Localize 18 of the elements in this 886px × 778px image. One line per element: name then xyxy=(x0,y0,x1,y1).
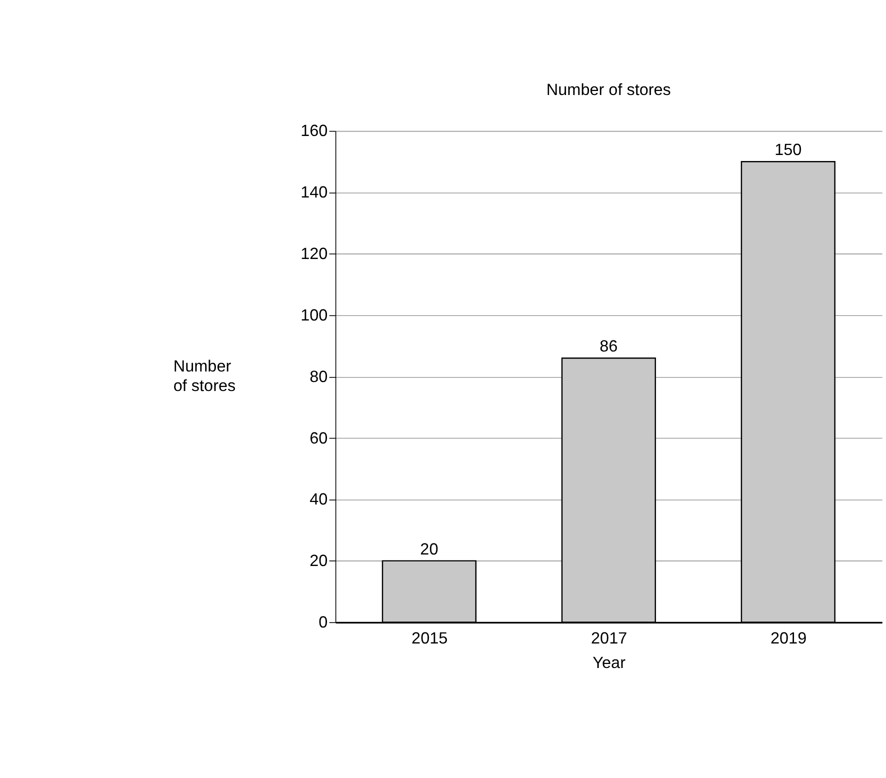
y-tick-label: 80 xyxy=(310,368,328,386)
y-tick-label: 120 xyxy=(300,245,328,264)
y-tick-label: 0 xyxy=(318,614,328,632)
x-axis-title: Year xyxy=(592,654,626,672)
data-label: 20 xyxy=(420,540,438,558)
y-tick-label: 140 xyxy=(300,184,328,202)
x-tick-label: 2017 xyxy=(591,630,628,648)
y-tick-label: 160 xyxy=(300,122,328,140)
chart-title: Number of stores xyxy=(546,81,671,100)
y-tick-label: 100 xyxy=(300,306,328,324)
y-tick-label: 60 xyxy=(310,429,328,448)
data-label: 86 xyxy=(600,338,618,356)
y-tick-label: 40 xyxy=(310,490,328,509)
x-tick-label: 2015 xyxy=(412,630,448,648)
x-tick-label: 2019 xyxy=(770,630,807,648)
y-axis-title: Number of stores xyxy=(173,358,236,396)
data-label: 150 xyxy=(774,141,802,160)
y-tick-label: 20 xyxy=(310,552,328,570)
